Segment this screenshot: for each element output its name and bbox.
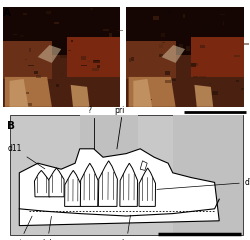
FancyBboxPatch shape: [168, 10, 171, 13]
Polygon shape: [139, 168, 156, 206]
Polygon shape: [71, 85, 90, 107]
FancyBboxPatch shape: [126, 41, 176, 79]
FancyBboxPatch shape: [193, 76, 198, 78]
FancyBboxPatch shape: [166, 71, 170, 75]
FancyBboxPatch shape: [205, 28, 211, 30]
Text: d11: d11: [8, 144, 45, 169]
FancyBboxPatch shape: [34, 72, 38, 74]
FancyBboxPatch shape: [109, 33, 112, 37]
FancyBboxPatch shape: [71, 40, 73, 42]
FancyBboxPatch shape: [179, 44, 183, 48]
FancyBboxPatch shape: [191, 63, 196, 67]
FancyBboxPatch shape: [20, 35, 24, 37]
Polygon shape: [19, 149, 219, 226]
FancyBboxPatch shape: [172, 78, 176, 81]
FancyBboxPatch shape: [222, 22, 224, 25]
Text: rt: rt: [16, 216, 32, 240]
FancyBboxPatch shape: [76, 70, 78, 71]
FancyBboxPatch shape: [126, 7, 244, 107]
FancyBboxPatch shape: [200, 45, 204, 48]
FancyBboxPatch shape: [80, 115, 138, 161]
FancyBboxPatch shape: [186, 46, 190, 50]
FancyBboxPatch shape: [239, 80, 242, 81]
Polygon shape: [162, 45, 185, 63]
FancyBboxPatch shape: [60, 73, 63, 74]
FancyBboxPatch shape: [87, 61, 90, 62]
FancyBboxPatch shape: [190, 63, 198, 66]
FancyBboxPatch shape: [80, 65, 87, 66]
FancyBboxPatch shape: [81, 56, 86, 60]
FancyBboxPatch shape: [131, 57, 134, 61]
Polygon shape: [10, 79, 28, 107]
FancyBboxPatch shape: [25, 59, 27, 60]
FancyBboxPatch shape: [97, 65, 100, 68]
FancyBboxPatch shape: [129, 58, 131, 62]
FancyBboxPatch shape: [199, 76, 206, 79]
Polygon shape: [80, 163, 98, 206]
FancyBboxPatch shape: [94, 60, 100, 63]
FancyBboxPatch shape: [173, 115, 242, 235]
FancyBboxPatch shape: [161, 33, 166, 37]
FancyBboxPatch shape: [241, 88, 244, 90]
Text: l·d: l·d: [42, 216, 52, 240]
Polygon shape: [5, 77, 52, 107]
FancyBboxPatch shape: [90, 8, 93, 10]
FancyBboxPatch shape: [212, 91, 218, 95]
Polygon shape: [38, 45, 61, 63]
FancyBboxPatch shape: [26, 103, 32, 106]
FancyBboxPatch shape: [209, 83, 211, 85]
Polygon shape: [128, 77, 176, 107]
FancyBboxPatch shape: [60, 55, 67, 58]
FancyBboxPatch shape: [2, 7, 120, 55]
FancyBboxPatch shape: [25, 92, 29, 94]
Text: be: be: [122, 215, 131, 240]
Polygon shape: [65, 170, 81, 206]
Text: B: B: [8, 121, 16, 131]
FancyBboxPatch shape: [54, 22, 60, 24]
FancyBboxPatch shape: [149, 99, 152, 100]
Polygon shape: [140, 161, 147, 170]
Polygon shape: [49, 168, 64, 197]
FancyBboxPatch shape: [2, 41, 52, 79]
FancyBboxPatch shape: [159, 44, 162, 48]
Polygon shape: [34, 170, 50, 197]
FancyBboxPatch shape: [67, 37, 120, 77]
Polygon shape: [133, 79, 152, 107]
FancyBboxPatch shape: [165, 80, 171, 83]
FancyBboxPatch shape: [22, 13, 28, 15]
FancyBboxPatch shape: [191, 37, 244, 77]
Polygon shape: [120, 163, 138, 206]
FancyBboxPatch shape: [46, 11, 51, 14]
FancyBboxPatch shape: [5, 8, 10, 11]
FancyBboxPatch shape: [10, 115, 242, 235]
FancyBboxPatch shape: [29, 48, 31, 52]
Text: ?: ?: [87, 106, 91, 115]
FancyBboxPatch shape: [236, 80, 239, 82]
Polygon shape: [194, 85, 213, 107]
FancyBboxPatch shape: [94, 60, 99, 61]
FancyBboxPatch shape: [183, 14, 186, 18]
FancyBboxPatch shape: [220, 14, 225, 15]
FancyBboxPatch shape: [244, 43, 248, 45]
FancyBboxPatch shape: [103, 29, 109, 31]
FancyBboxPatch shape: [28, 65, 34, 66]
Polygon shape: [98, 161, 117, 206]
Text: d7: d7: [157, 178, 250, 189]
FancyBboxPatch shape: [2, 7, 120, 107]
FancyBboxPatch shape: [13, 34, 17, 35]
Text: A: A: [3, 8, 11, 18]
FancyBboxPatch shape: [92, 67, 99, 72]
FancyBboxPatch shape: [153, 17, 159, 20]
FancyBboxPatch shape: [117, 30, 123, 31]
FancyBboxPatch shape: [234, 54, 240, 57]
FancyBboxPatch shape: [36, 75, 41, 78]
FancyBboxPatch shape: [159, 54, 162, 57]
FancyBboxPatch shape: [68, 50, 71, 51]
FancyBboxPatch shape: [56, 84, 59, 87]
Text: pri: pri: [114, 106, 124, 115]
FancyBboxPatch shape: [126, 7, 244, 55]
